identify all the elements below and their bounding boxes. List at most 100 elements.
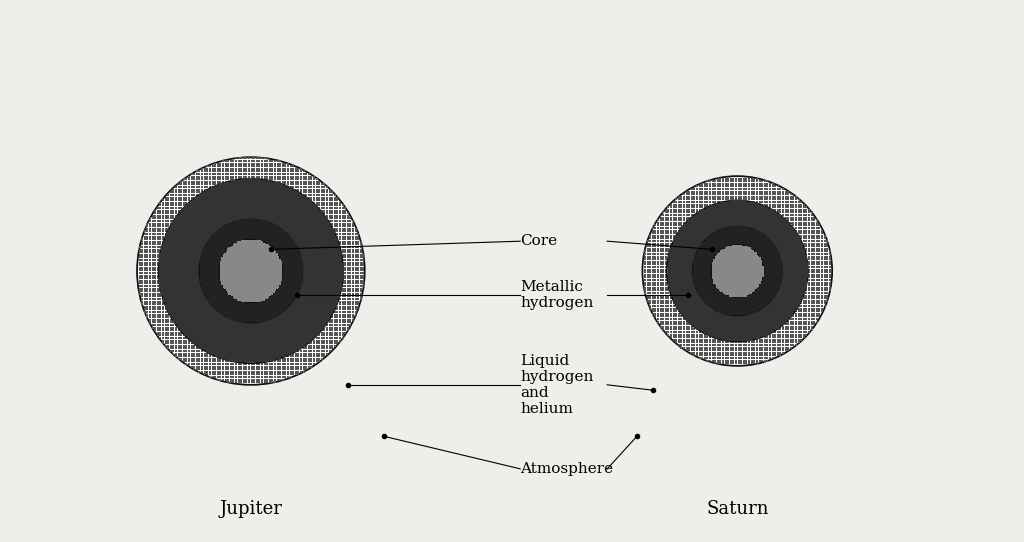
Point	[183, 341, 200, 350]
Point	[740, 240, 757, 248]
Point	[271, 306, 288, 315]
Point	[253, 343, 269, 352]
Point	[239, 260, 255, 268]
Point	[652, 257, 669, 266]
Point	[183, 291, 200, 300]
Point	[723, 266, 739, 274]
Point	[290, 253, 306, 261]
Point	[222, 221, 239, 229]
Point	[232, 236, 249, 244]
Point	[280, 162, 296, 171]
Point	[253, 333, 269, 341]
Point	[220, 278, 237, 287]
Point	[681, 322, 697, 331]
Point	[721, 295, 737, 304]
Point	[785, 213, 802, 222]
Point	[703, 257, 720, 266]
Point	[156, 269, 172, 278]
Point	[293, 360, 309, 369]
Point	[286, 220, 302, 229]
Point	[680, 230, 696, 238]
Point	[718, 281, 734, 290]
Point	[694, 260, 711, 268]
Point	[733, 223, 750, 231]
Point	[139, 271, 156, 280]
Point	[166, 308, 182, 317]
Point	[160, 211, 176, 220]
Point	[248, 308, 264, 317]
Point	[252, 254, 268, 262]
Point	[199, 367, 215, 376]
Point	[250, 261, 266, 269]
Point	[195, 257, 211, 266]
Point	[295, 255, 311, 263]
Point	[733, 338, 750, 347]
Point	[230, 211, 247, 220]
Point	[265, 334, 282, 343]
Point	[207, 257, 223, 266]
Point	[736, 230, 753, 238]
Point	[680, 264, 696, 273]
Point	[688, 279, 705, 288]
Point	[728, 261, 744, 269]
Point	[318, 308, 335, 317]
Point	[247, 288, 263, 297]
Point	[709, 332, 725, 340]
Point	[726, 234, 742, 242]
Point	[220, 247, 237, 255]
Point	[206, 218, 222, 227]
Point	[316, 326, 333, 334]
Point	[768, 302, 784, 311]
Point	[247, 228, 263, 236]
Point	[223, 338, 240, 347]
Point	[680, 224, 696, 233]
Point	[743, 259, 760, 268]
Point	[741, 253, 758, 261]
Point	[318, 193, 335, 202]
Point	[261, 265, 278, 274]
Point	[256, 249, 272, 258]
Point	[246, 291, 262, 300]
Point	[714, 268, 730, 276]
Point	[203, 249, 219, 257]
Point	[170, 218, 186, 227]
Point	[295, 312, 311, 321]
Point	[706, 264, 722, 273]
Point	[203, 281, 219, 290]
Point	[671, 292, 687, 301]
Point	[761, 292, 777, 301]
Point	[700, 261, 717, 269]
Point	[785, 294, 802, 302]
Point	[687, 253, 703, 261]
Point	[322, 334, 338, 343]
Point	[285, 263, 301, 272]
Point	[271, 230, 288, 238]
Point	[313, 211, 330, 220]
Point	[291, 317, 307, 326]
Point	[229, 241, 246, 249]
Point	[693, 313, 710, 321]
Point	[288, 261, 304, 269]
Point	[210, 270, 226, 279]
Point	[202, 243, 218, 251]
Point	[694, 195, 711, 204]
Point	[702, 235, 719, 243]
Point	[215, 288, 231, 296]
Point	[165, 196, 181, 204]
Point	[215, 310, 231, 319]
Point	[232, 159, 249, 168]
Point	[793, 268, 809, 276]
Point	[791, 205, 807, 214]
Point	[778, 261, 795, 269]
Point	[303, 265, 319, 274]
Point	[263, 256, 280, 265]
Point	[761, 235, 777, 243]
Point	[732, 288, 749, 297]
Point	[308, 256, 325, 265]
Point	[683, 276, 699, 285]
Point	[273, 341, 290, 350]
Point	[247, 257, 263, 266]
Point	[236, 301, 252, 310]
Point	[696, 255, 713, 264]
Point	[220, 264, 237, 273]
